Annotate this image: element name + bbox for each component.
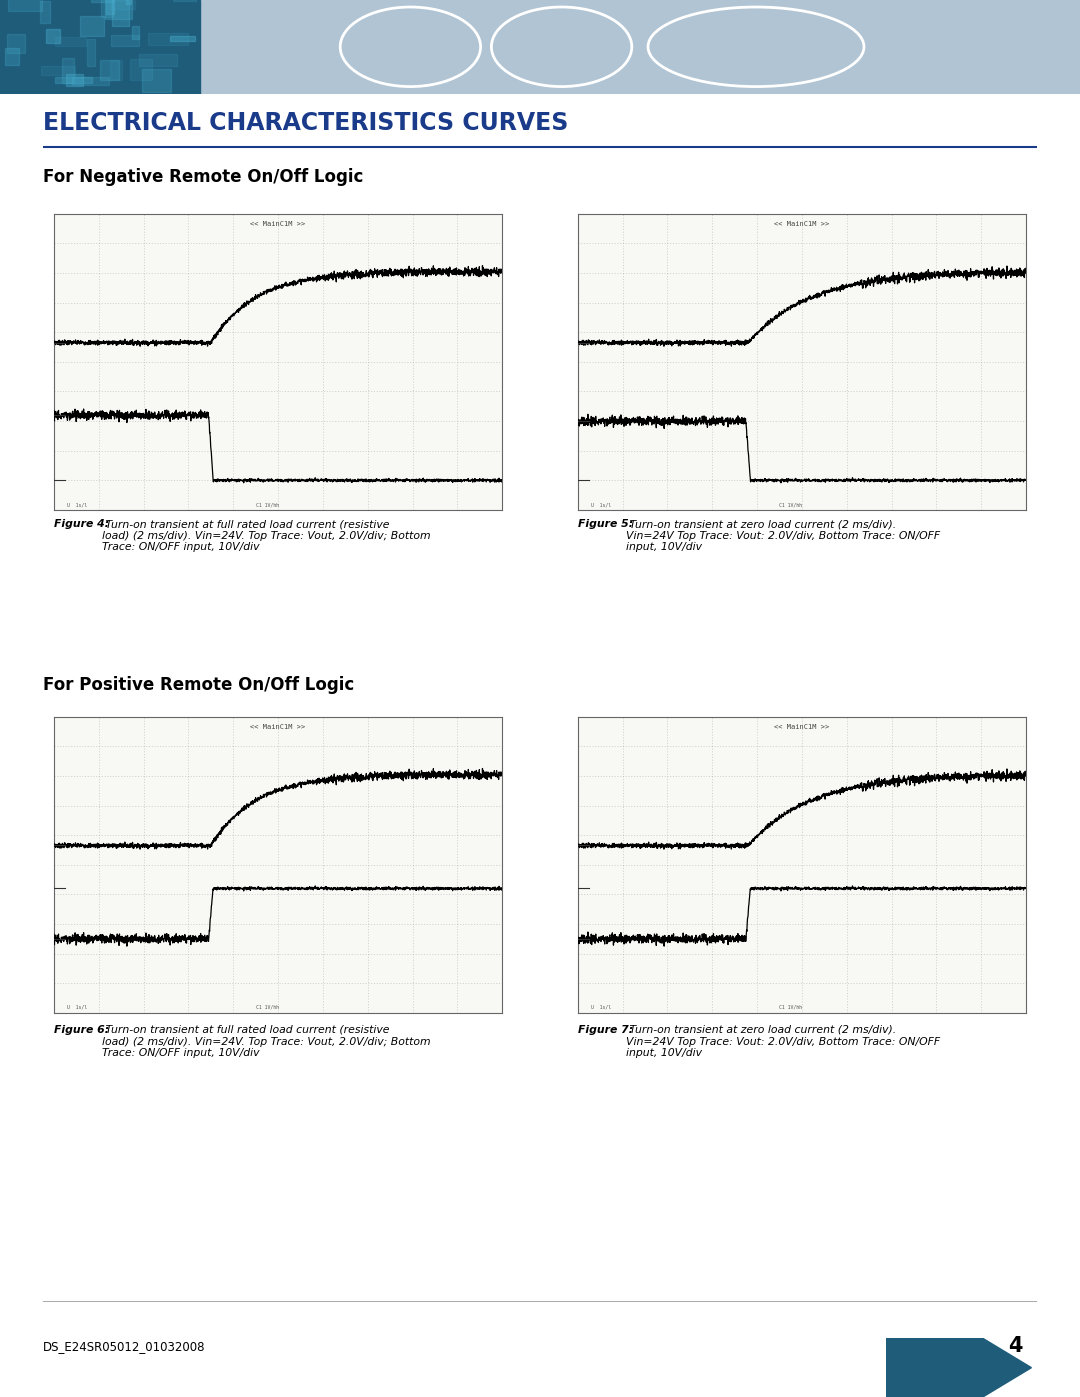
Bar [40, 1, 50, 24]
Text: << MainC1M >>: << MainC1M >> [774, 724, 829, 731]
Text: U  1s/l: U 1s/l [591, 1004, 611, 1010]
Bar [8, 0, 42, 11]
Bar [110, 60, 122, 80]
Text: << MainC1M >>: << MainC1M >> [251, 724, 306, 731]
Text: C1 1V/hh: C1 1V/hh [256, 502, 279, 507]
Bar [106, 0, 114, 14]
Text: Figure 5:: Figure 5: [578, 520, 633, 529]
Text: << MainC1M >>: << MainC1M >> [251, 221, 306, 228]
Text: C1 1V/hh: C1 1V/hh [256, 1004, 279, 1010]
Bar [91, 0, 113, 3]
Bar [62, 59, 75, 84]
Bar [4, 47, 19, 66]
Bar [55, 77, 92, 82]
Bar [100, 0, 113, 17]
Text: For Negative Remote On/Off Logic: For Negative Remote On/Off Logic [43, 169, 364, 186]
Bar [0, 0, 200, 94]
Bar [105, 0, 132, 20]
Bar [72, 77, 108, 85]
FancyArrow shape [886, 1338, 1031, 1397]
Bar [112, 0, 129, 27]
Bar [110, 0, 135, 10]
Bar [41, 67, 76, 75]
Text: << MainC1M >>: << MainC1M >> [774, 221, 829, 228]
Bar [66, 74, 82, 87]
Bar [138, 53, 177, 66]
Bar [170, 35, 195, 41]
Bar [55, 38, 86, 46]
Text: Turn-on transient at zero load current (2 ms/div).
Vin=24V Top Trace: Vout: 2.0V: Turn-on transient at zero load current (… [626, 1025, 941, 1058]
Text: C1 1V/hh: C1 1V/hh [780, 502, 802, 507]
Bar [80, 15, 105, 36]
Bar [99, 60, 119, 80]
Bar [8, 34, 25, 53]
Text: Turn-on transient at full rated load current (resistive
load) (2 ms/div). Vin=24: Turn-on transient at full rated load cur… [103, 1025, 431, 1058]
Bar [148, 32, 188, 45]
Bar [141, 70, 171, 92]
Text: DS_E24SR05012_01032008: DS_E24SR05012_01032008 [43, 1340, 205, 1352]
Text: Turn-on transient at full rated load current (resistive
load) (2 ms/div). Vin=24: Turn-on transient at full rated load cur… [103, 520, 431, 552]
Text: 4: 4 [1008, 1337, 1023, 1356]
Text: For Positive Remote On/Off Logic: For Positive Remote On/Off Logic [43, 676, 354, 693]
Text: Figure 4:: Figure 4: [54, 520, 109, 529]
Text: C1 1V/hh: C1 1V/hh [780, 1004, 802, 1010]
Text: Figure 6:: Figure 6: [54, 1025, 109, 1035]
Text: Figure 7:: Figure 7: [578, 1025, 633, 1035]
Bar [87, 39, 95, 66]
Text: U  1s/l: U 1s/l [67, 502, 87, 507]
Bar [45, 29, 59, 43]
Bar [131, 59, 152, 80]
Text: Turn-on transient at zero load current (2 ms/div).
Vin=24V Top Trace: Vout: 2.0V: Turn-on transient at zero load current (… [626, 520, 941, 552]
Bar [132, 27, 138, 39]
Text: U  1s/l: U 1s/l [591, 502, 611, 507]
Bar [126, 0, 132, 4]
Text: U  1s/l: U 1s/l [67, 1004, 87, 1010]
Text: ELECTRICAL CHARACTERISTICS CURVES: ELECTRICAL CHARACTERISTICS CURVES [43, 110, 568, 136]
Bar [111, 35, 139, 46]
